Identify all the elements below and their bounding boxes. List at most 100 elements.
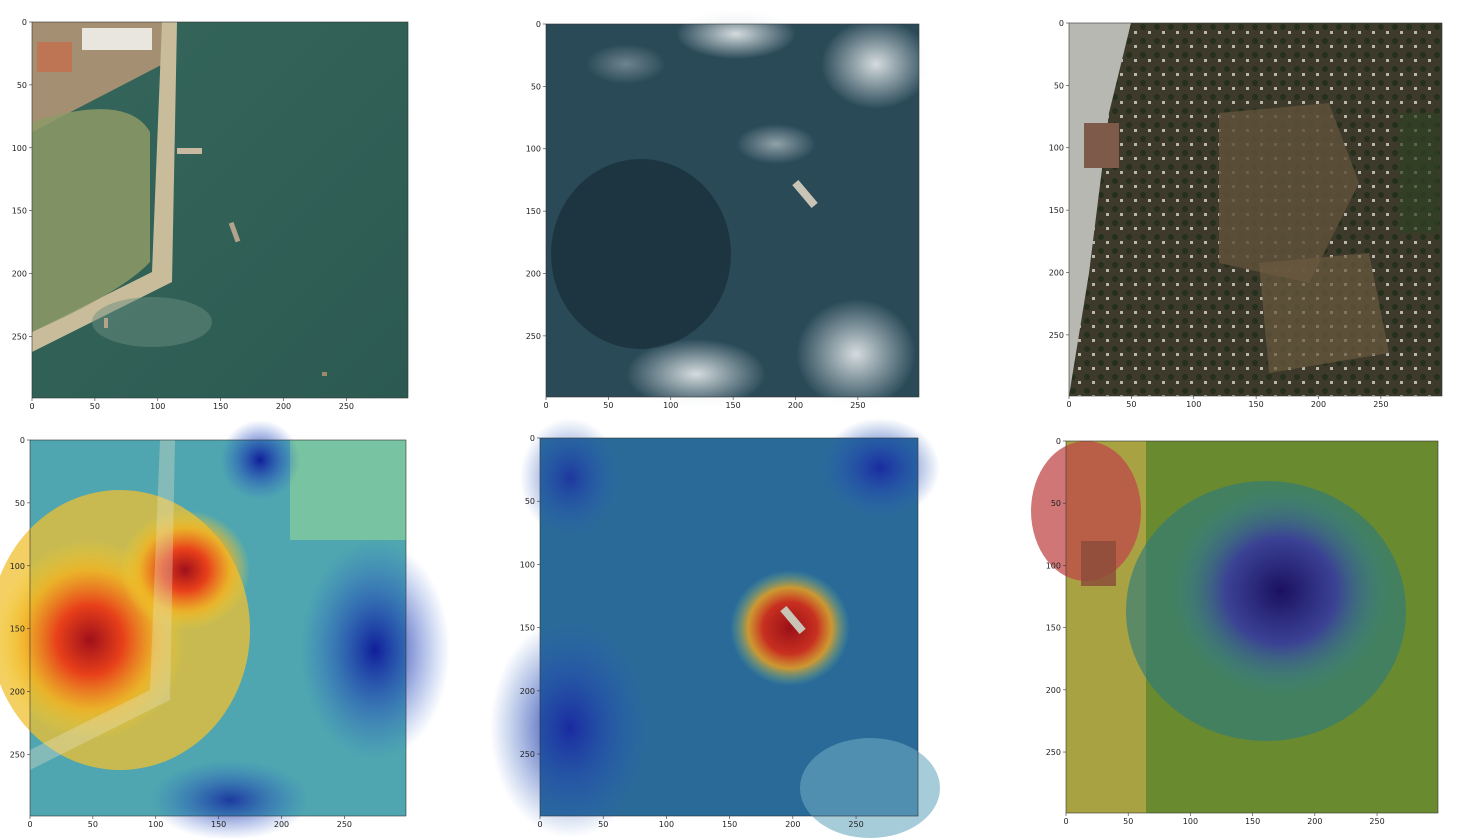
y-tick-label: 50 [531, 82, 541, 91]
hot-region [730, 570, 850, 686]
village-image: 0 50 100 150 200 250 0 50 100 150 200 250 [1049, 19, 1443, 409]
cloud [821, 19, 931, 109]
cold-region [300, 540, 450, 760]
x-tick-label: 250 [1373, 400, 1388, 409]
y-tick-label: 100 [520, 560, 535, 569]
y-tick-label: 150 [520, 624, 535, 633]
x-tick-label: 50 [598, 820, 608, 829]
y-tick-label: 100 [1049, 144, 1064, 153]
x-tick-label: 100 [659, 820, 674, 829]
y-tick-label: 0 [530, 434, 535, 443]
y-tick-label: 150 [12, 207, 27, 216]
ship-heatmap: 0 50 100 150 200 250 0 50 100 150 200 250 [490, 418, 940, 838]
breakwater [32, 22, 177, 352]
y-tick-label: 150 [1049, 206, 1064, 215]
ship-image: 0 50 100 150 200 250 0 50 100 150 200 250 [526, 9, 931, 410]
x-tick-label: 100 [150, 402, 165, 411]
y-tick-label: 0 [1056, 437, 1061, 446]
y-tick-label: 100 [12, 144, 27, 153]
brick-kiln [1084, 123, 1119, 168]
ship [792, 179, 818, 209]
image-panel-harbor: 0 50 100 150 200 250 0 50 100 150 200 250 [12, 14, 415, 414]
x-tick-label: 250 [339, 402, 354, 411]
x-tick-label: 0 [27, 820, 32, 829]
field [1259, 253, 1389, 373]
x-tick-label: 250 [850, 401, 865, 410]
y-tick-label: 50 [17, 81, 27, 90]
y-tick-label: 150 [1046, 624, 1061, 633]
x-tick-label: 100 [1183, 817, 1198, 826]
x-tick-label: 100 [148, 820, 163, 829]
x-tick-label: 150 [725, 401, 740, 410]
y-tick-label: 250 [10, 750, 25, 759]
cold-region [820, 418, 940, 518]
y-tick-label: 200 [12, 270, 27, 279]
cold-region [220, 420, 300, 500]
boat [104, 318, 108, 328]
y-tick-label: 0 [22, 18, 27, 27]
image-panel-village: 0 50 100 150 200 250 0 50 100 150 200 250 [1049, 14, 1452, 414]
x-tick-label: 200 [788, 401, 803, 410]
y-tick-label: 100 [10, 562, 25, 571]
y-tick-label: 200 [520, 687, 535, 696]
y-tick-label: 100 [1046, 561, 1061, 570]
y-tick-label: 150 [526, 207, 541, 216]
y-tick-label: 50 [525, 497, 535, 506]
y-tick-label: 200 [526, 269, 541, 278]
y-tick-label: 250 [1046, 748, 1061, 757]
x-tick-label: 0 [543, 401, 548, 410]
harbor-image: 0 50 100 150 200 250 0 50 100 150 200 250 [12, 18, 409, 411]
lagoon [32, 109, 150, 332]
y-tick-label: 150 [10, 625, 25, 634]
harbor-heatmap: 0 50 100 150 200 250 0 50 100 150 200 250 [0, 420, 450, 838]
cold-region [490, 618, 650, 838]
y-tick-label: 0 [1059, 19, 1064, 28]
x-tick-label: 150 [213, 402, 228, 411]
x-tick-label: 0 [537, 820, 542, 829]
x-tick-label: 250 [848, 820, 863, 829]
x-tick-label: 50 [1126, 400, 1136, 409]
y-tick-label: 200 [1049, 268, 1064, 277]
x-tick-label: 200 [785, 820, 800, 829]
x-tick-label: 0 [1063, 817, 1068, 826]
cloud [796, 299, 916, 409]
heatmap-panel-ship: 0 50 100 150 200 250 0 50 100 150 200 250 [490, 418, 940, 838]
y-tick-label: 0 [536, 20, 541, 29]
heatmap-panel-village: 0 50 100 150 200 250 0 50 100 150 200 250 [1031, 432, 1448, 832]
y-tick-label: 200 [10, 688, 25, 697]
hot-region [120, 510, 250, 630]
x-tick-label: 200 [276, 402, 291, 411]
building [82, 28, 152, 50]
shoreline [1069, 23, 1131, 396]
x-tick-label: 250 [1369, 817, 1384, 826]
boat [177, 148, 202, 154]
x-tick-label: 250 [337, 820, 352, 829]
cloud [626, 339, 766, 409]
y-tick-label: 100 [526, 145, 541, 154]
x-tick-label: 100 [663, 401, 678, 410]
field [1399, 113, 1439, 233]
y-tick-label: 200 [1046, 686, 1061, 695]
heatmap-panel-harbor: 0 50 100 150 200 250 0 50 100 150 200 250 [0, 420, 450, 838]
y-tick-label: 50 [1051, 499, 1061, 508]
y-tick-label: 50 [1054, 81, 1064, 90]
x-tick-label: 50 [90, 402, 100, 411]
x-tick-label: 150 [1248, 400, 1263, 409]
x-tick-label: 200 [1307, 817, 1322, 826]
x-tick-label: 150 [722, 820, 737, 829]
y-tick-label: 250 [520, 750, 535, 759]
y-tick-label: 250 [1049, 331, 1064, 340]
boat [228, 221, 241, 243]
x-tick-label: 200 [274, 820, 289, 829]
y-tick-label: 0 [20, 436, 25, 445]
x-tick-label: 200 [1311, 400, 1326, 409]
x-tick-label: 0 [29, 402, 34, 411]
boat [322, 372, 327, 376]
x-tick-label: 150 [211, 820, 226, 829]
image-panel-ship: 0 50 100 150 200 250 0 50 100 150 200 250 [526, 9, 931, 416]
cloud-shadow [551, 159, 731, 349]
x-tick-label: 50 [88, 820, 98, 829]
x-tick-label: 0 [1066, 400, 1071, 409]
cloud [676, 9, 796, 59]
y-tick-label: 250 [12, 332, 27, 341]
